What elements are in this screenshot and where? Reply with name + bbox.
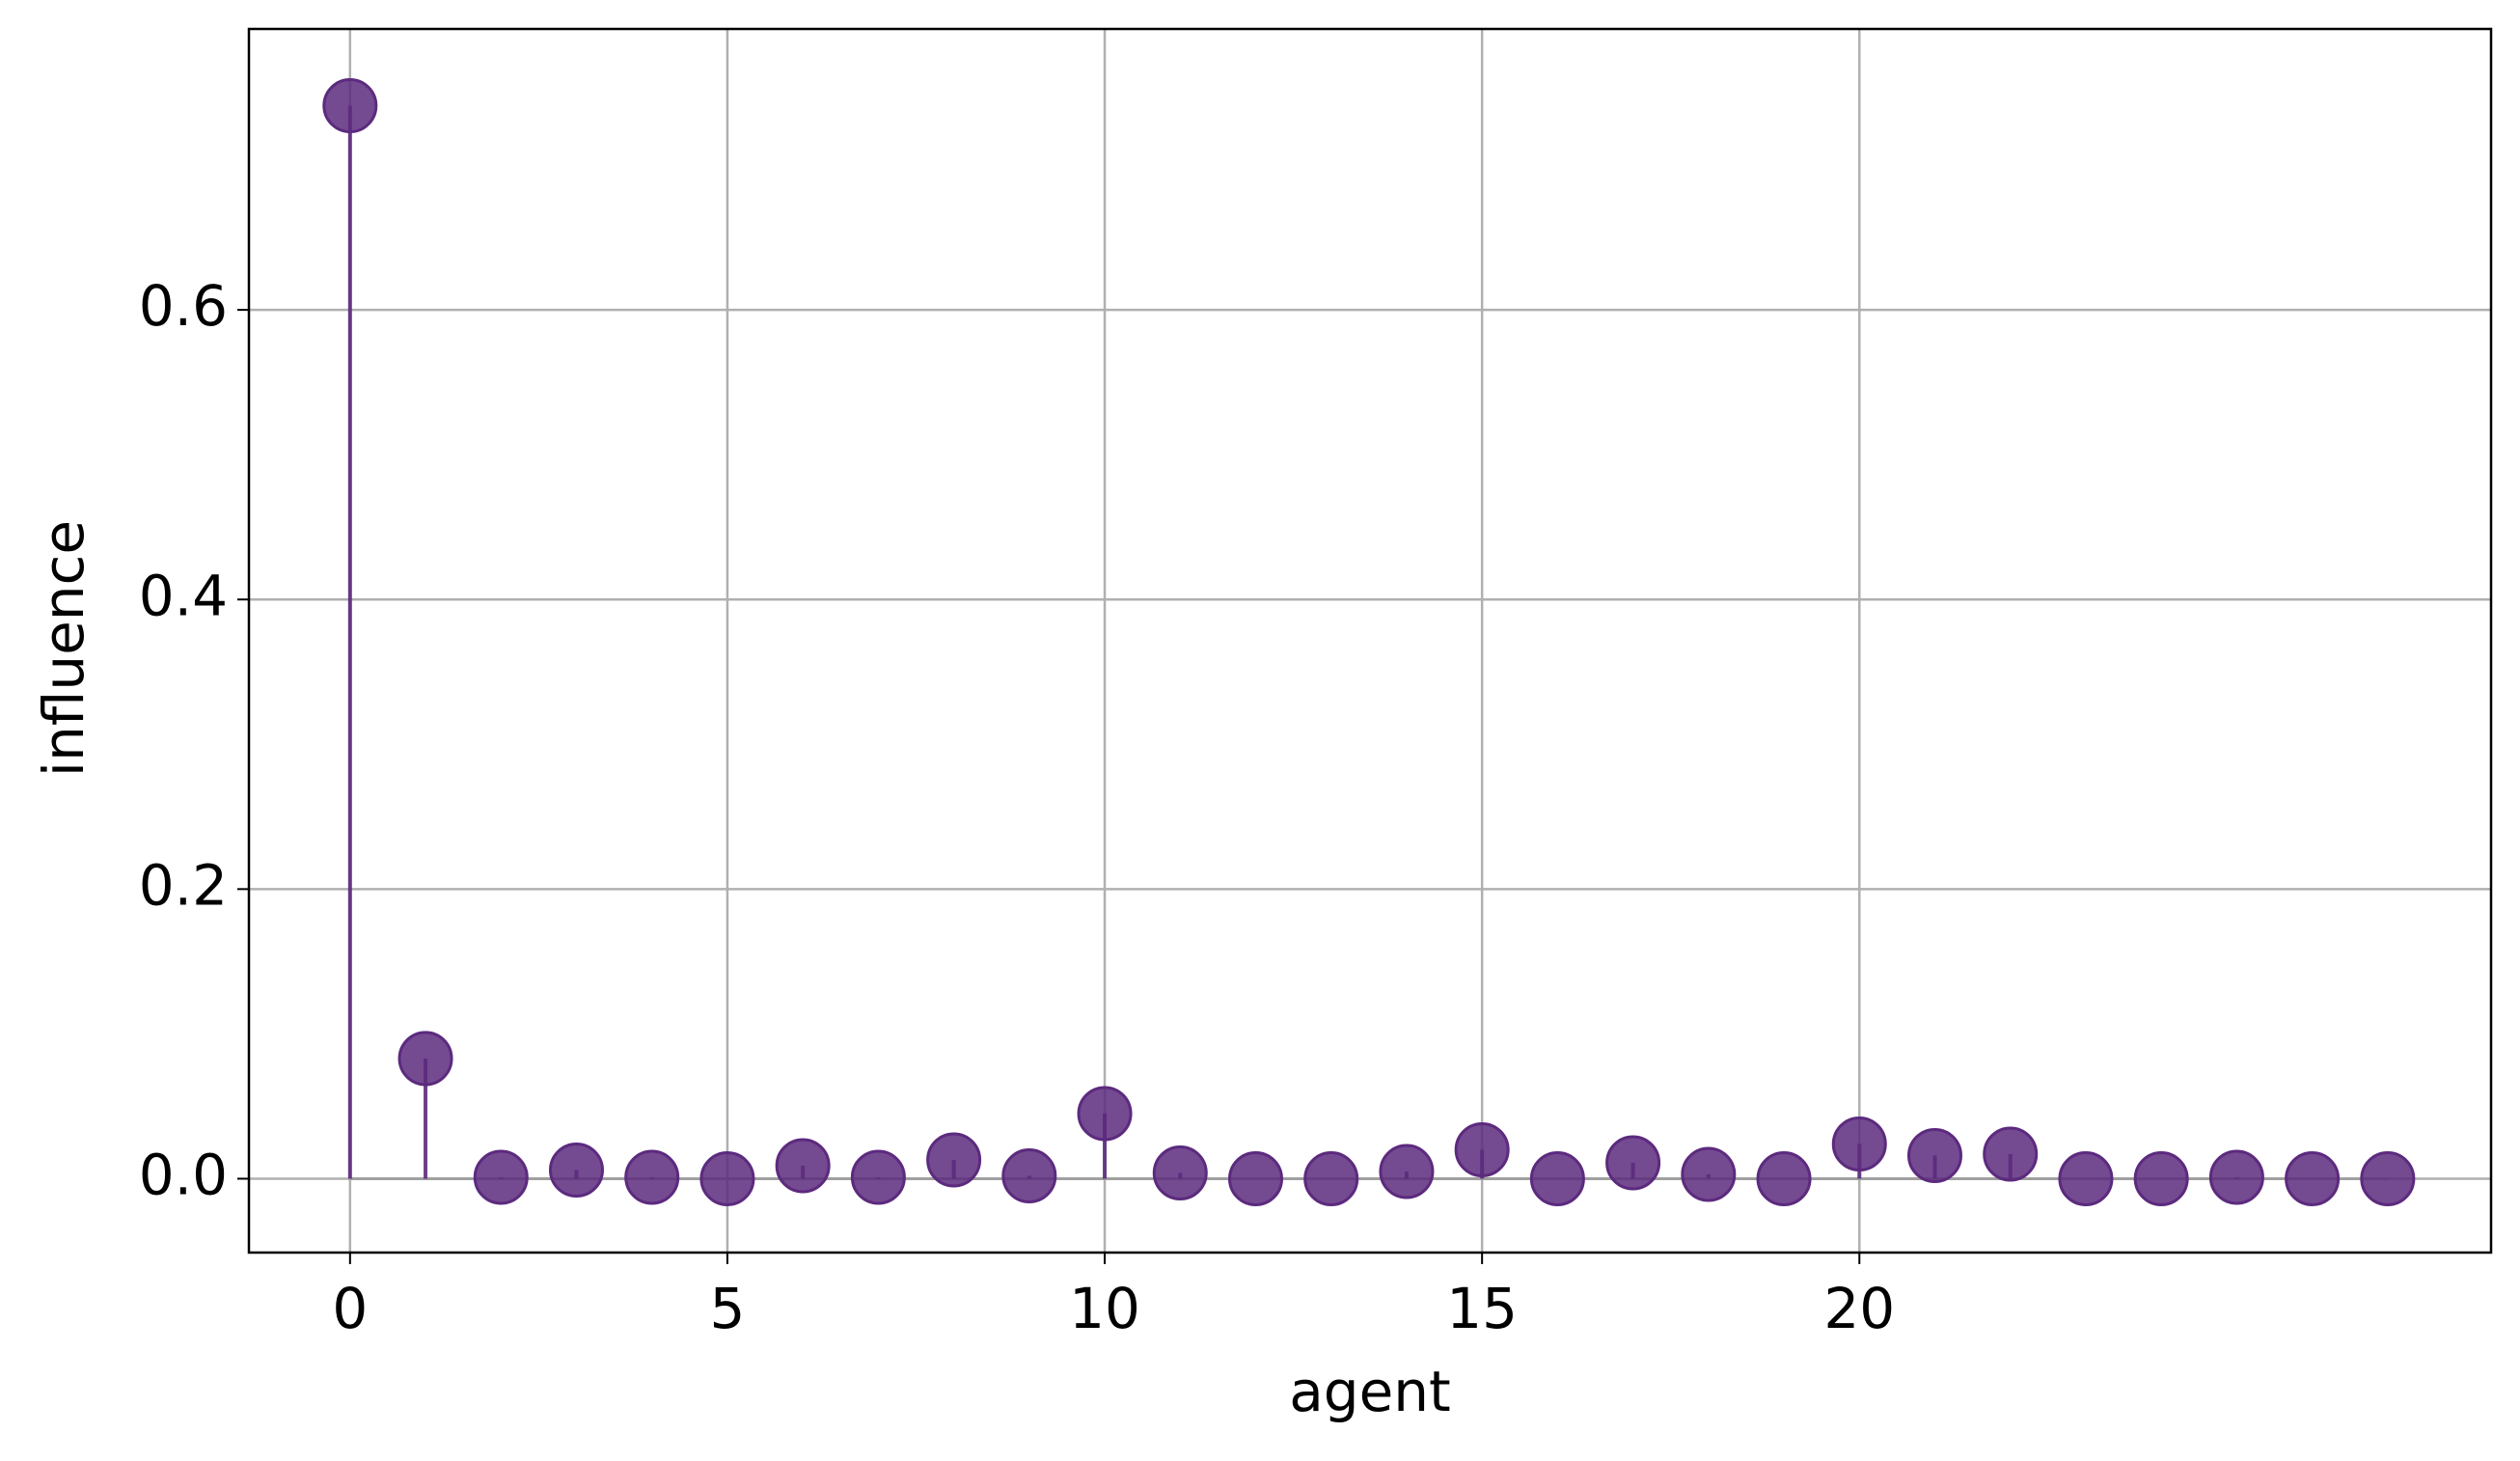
plot-frame <box>247 27 2493 1254</box>
marker <box>1077 1086 1133 1142</box>
marker <box>926 1132 982 1188</box>
marker <box>1001 1147 1057 1203</box>
marker <box>1605 1135 1661 1191</box>
marker <box>1681 1146 1737 1202</box>
marker <box>322 78 378 134</box>
x-tick-label: 15 <box>1446 1276 1518 1341</box>
marker <box>1831 1116 1887 1172</box>
marker <box>1152 1144 1208 1200</box>
x-tick-label: 5 <box>709 1276 745 1341</box>
marker <box>1756 1150 1812 1206</box>
marker <box>1303 1150 1359 1206</box>
marker <box>2058 1150 2114 1206</box>
y-tick-label: 0.2 <box>139 852 228 918</box>
x-tick-label: 10 <box>1069 1276 1140 1341</box>
y-tick-label: 0.4 <box>139 563 228 628</box>
marker <box>2285 1150 2341 1206</box>
y-tick-label: 0.0 <box>139 1143 228 1208</box>
marker <box>1379 1144 1435 1199</box>
marker <box>1227 1150 1283 1206</box>
marker <box>1454 1121 1510 1177</box>
y-axis-label: influence <box>31 520 96 777</box>
x-tick-label: 20 <box>1823 1276 1895 1341</box>
x-tick-label: 0 <box>332 1276 368 1341</box>
marker <box>699 1150 755 1206</box>
marker <box>775 1138 831 1194</box>
marker <box>850 1149 906 1205</box>
marker <box>1983 1126 2039 1182</box>
marker <box>548 1142 604 1198</box>
marker <box>2360 1150 2416 1206</box>
marker <box>2208 1149 2264 1205</box>
x-axis-label: agent <box>1289 1359 1451 1424</box>
marker <box>397 1031 453 1087</box>
marker <box>1906 1127 1962 1183</box>
y-tick-label: 0.6 <box>139 273 228 339</box>
marker <box>473 1149 529 1205</box>
marker <box>624 1149 680 1205</box>
marker <box>1529 1150 1585 1206</box>
marker <box>2133 1150 2189 1206</box>
